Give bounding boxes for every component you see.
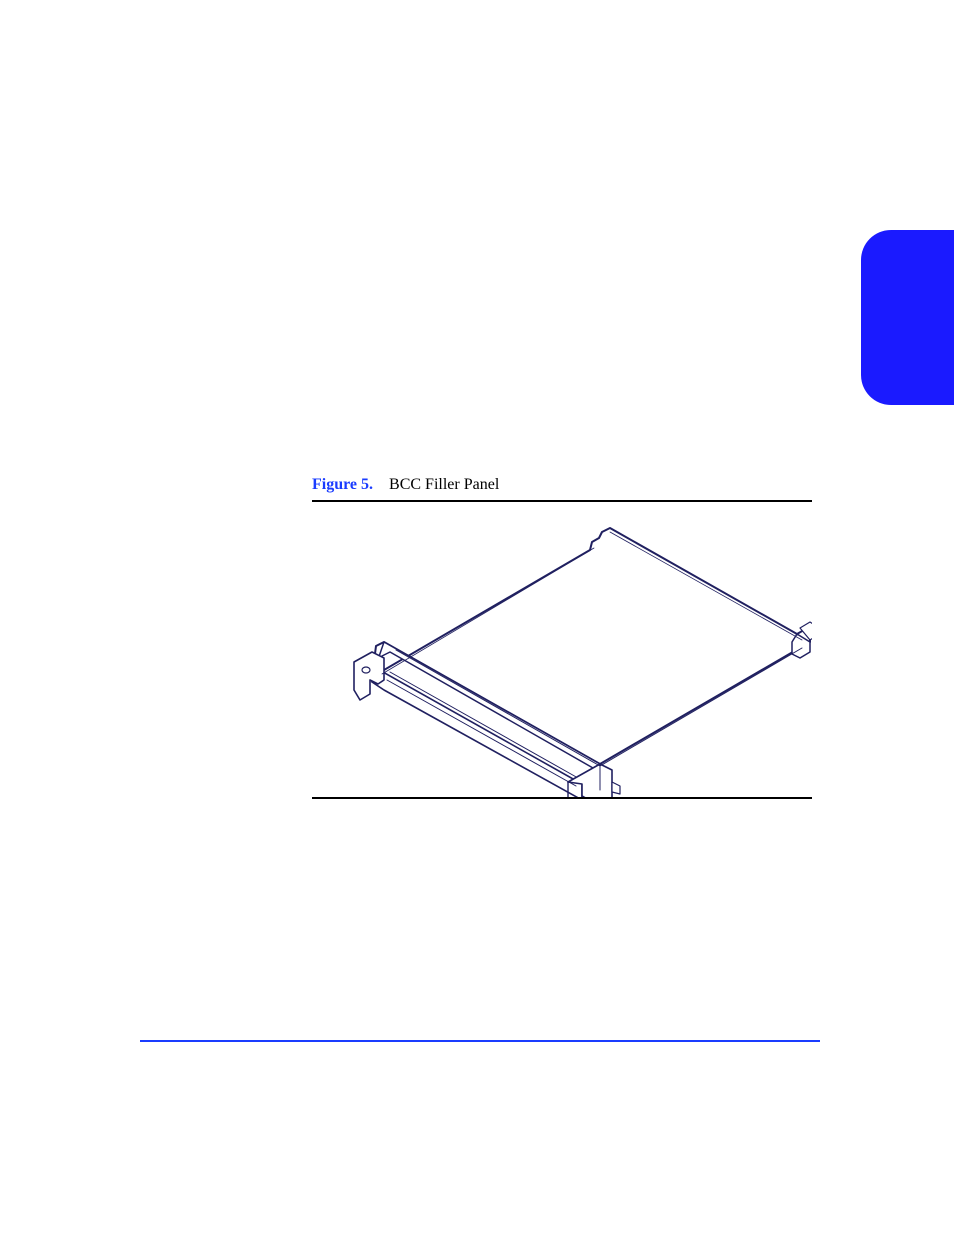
side-tab [861,230,954,405]
figure-title-text: BCC Filler Panel [389,476,499,493]
figure-bottom-rule [312,797,812,799]
figure-wrap [312,500,812,799]
figure-label: Figure 5. [312,476,373,493]
footer-rule [140,1040,820,1042]
bcc-filler-panel-drawing [312,502,812,797]
figure-title [377,476,389,493]
page: Figure 5. BCC Filler Panel [0,0,954,1235]
figure-caption: Figure 5. BCC Filler Panel [312,475,499,494]
